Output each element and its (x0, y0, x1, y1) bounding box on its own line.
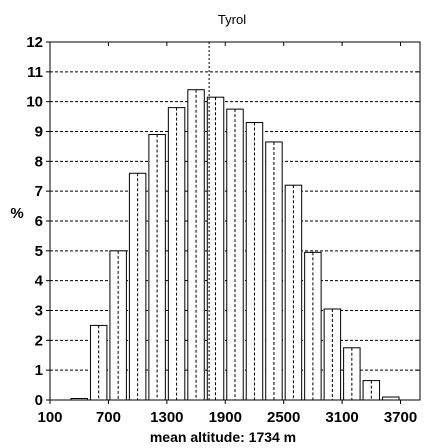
ytick-label-12: 12 (26, 34, 43, 51)
xtick-label-1300: 1300 (150, 409, 183, 426)
ytick-label-4: 4 (35, 273, 44, 290)
xtick-label-100: 100 (37, 409, 62, 426)
bar-2300 (266, 142, 282, 400)
ytick-label-7: 7 (35, 183, 43, 200)
ytick-label-3: 3 (35, 303, 43, 320)
xtick-label-3700: 3700 (384, 409, 417, 426)
chart-title: Tyrol (218, 12, 246, 27)
xtick-label-2500: 2500 (267, 409, 300, 426)
x-axis-label: mean altitude: 1734 m (150, 429, 296, 445)
ytick-label-11: 11 (27, 64, 43, 81)
xtick-label-1900: 1900 (209, 409, 242, 426)
xtick-label-3100: 3100 (325, 409, 358, 426)
ytick-label-9: 9 (35, 124, 43, 141)
ytick-label-10: 10 (26, 94, 43, 111)
ytick-label-8: 8 (35, 153, 43, 170)
xtick-label-700: 700 (96, 409, 121, 426)
ytick-label-0: 0 (35, 392, 43, 409)
y-axis-label: % (10, 205, 23, 222)
bars (71, 90, 399, 400)
ytick-label-2: 2 (35, 332, 43, 349)
ytick-label-6: 6 (35, 213, 43, 230)
ytick-label-1: 1 (35, 362, 43, 379)
ytick-label-5: 5 (35, 243, 43, 260)
